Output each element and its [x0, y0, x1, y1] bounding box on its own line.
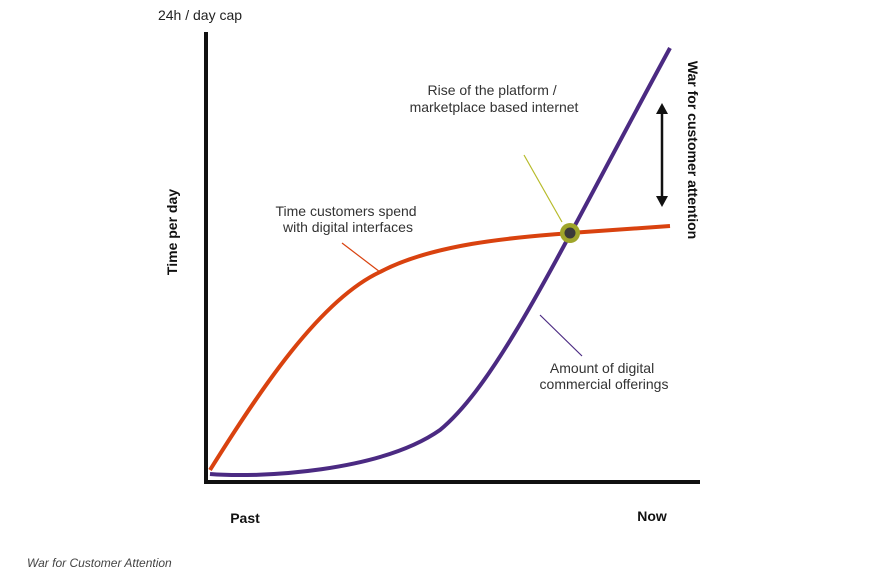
leader-line [523, 154, 563, 223]
x-end-label: Now [637, 508, 667, 524]
annotation-line: commercial offerings [540, 376, 669, 392]
annotation: Amount of digital commercial offerings [540, 360, 669, 392]
arrow-head [656, 196, 668, 207]
arrow-head [656, 103, 668, 114]
annotation-line: with digital interfaces [282, 219, 413, 235]
side-label: War for customer attention [685, 61, 701, 239]
annotation-line: Rise of the platform / [427, 82, 556, 98]
offerings-curve [209, 47, 672, 478]
caption: War for Customer Attention [27, 556, 172, 570]
annotation: Rise of the platform / marketplace based… [410, 82, 579, 115]
time-curve [208, 224, 671, 472]
y-cap-label: 24h / day cap [158, 7, 242, 23]
leader-line [341, 242, 381, 273]
x-start-label: Past [230, 510, 260, 526]
annotation-line: Time customers spend [276, 203, 417, 219]
annotation-line: Amount of digital [550, 360, 654, 376]
intersection-dot [564, 227, 576, 239]
annotation: Time customers spend with digital interf… [276, 203, 421, 235]
leader-line [539, 314, 583, 357]
y-axis-label: Time per day [164, 189, 180, 275]
annotation-line: marketplace based internet [410, 99, 579, 115]
